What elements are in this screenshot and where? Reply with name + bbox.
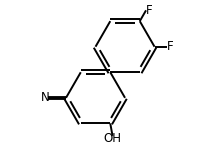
Text: N: N <box>41 91 50 104</box>
Text: OH: OH <box>103 132 122 145</box>
Text: F: F <box>167 40 173 53</box>
Text: F: F <box>146 4 152 17</box>
